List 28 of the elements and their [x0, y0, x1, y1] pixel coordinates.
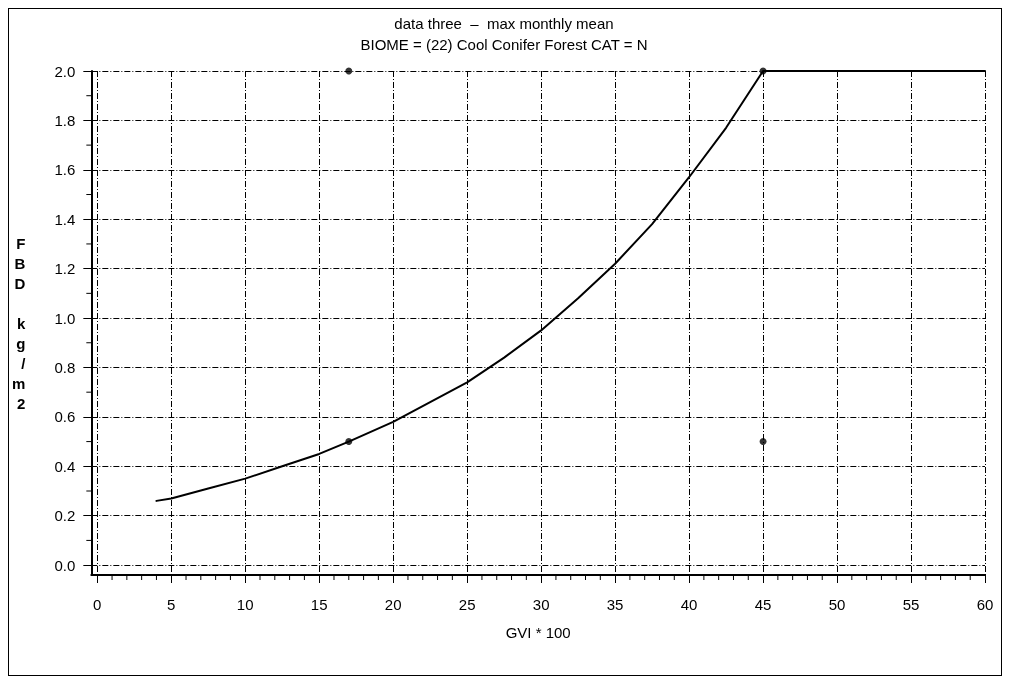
- x-tick-label: 0: [93, 596, 102, 613]
- x-tick-label: 40: [680, 596, 698, 613]
- x-tick-label: 25: [458, 596, 476, 613]
- text: FBD kg/m2: [11, 234, 26, 412]
- y-tick-label: 1.4: [54, 210, 76, 228]
- x-axis-title: GVI * 100: [505, 624, 571, 641]
- y-tick-label: 0.8: [54, 358, 76, 376]
- x-tick-label: 35: [606, 596, 624, 613]
- y-tick-label: 0.2: [54, 507, 76, 525]
- x-tick-label: 55: [902, 596, 920, 613]
- chart-title: data three – max monthly mean: [394, 15, 614, 32]
- y-tick-label: 1.8: [54, 111, 76, 129]
- x-tick-label: 50: [828, 596, 846, 613]
- y-tick-label: 2.0: [54, 62, 76, 80]
- y-tick-label: 0.6: [54, 408, 76, 426]
- y-tick-label: 0.0: [54, 556, 76, 574]
- chart-subtitle: BIOME = (22) Cool Conifer Forest CAT = N: [360, 36, 648, 53]
- y-tick-label: 0.4: [54, 457, 76, 475]
- x-tick-label: 10: [236, 596, 254, 613]
- x-tick-label: 5: [167, 596, 176, 613]
- x-tick-label: 45: [754, 596, 772, 613]
- y-tick-label: 1.6: [54, 161, 76, 179]
- y-tick-label: 1.2: [54, 260, 76, 278]
- x-tick-label: 20: [384, 596, 402, 613]
- x-tick-label: 15: [310, 596, 328, 613]
- x-tick-label: 60: [976, 596, 994, 613]
- y-tick-label: 1.0: [54, 309, 76, 327]
- x-tick-label: 30: [532, 596, 550, 613]
